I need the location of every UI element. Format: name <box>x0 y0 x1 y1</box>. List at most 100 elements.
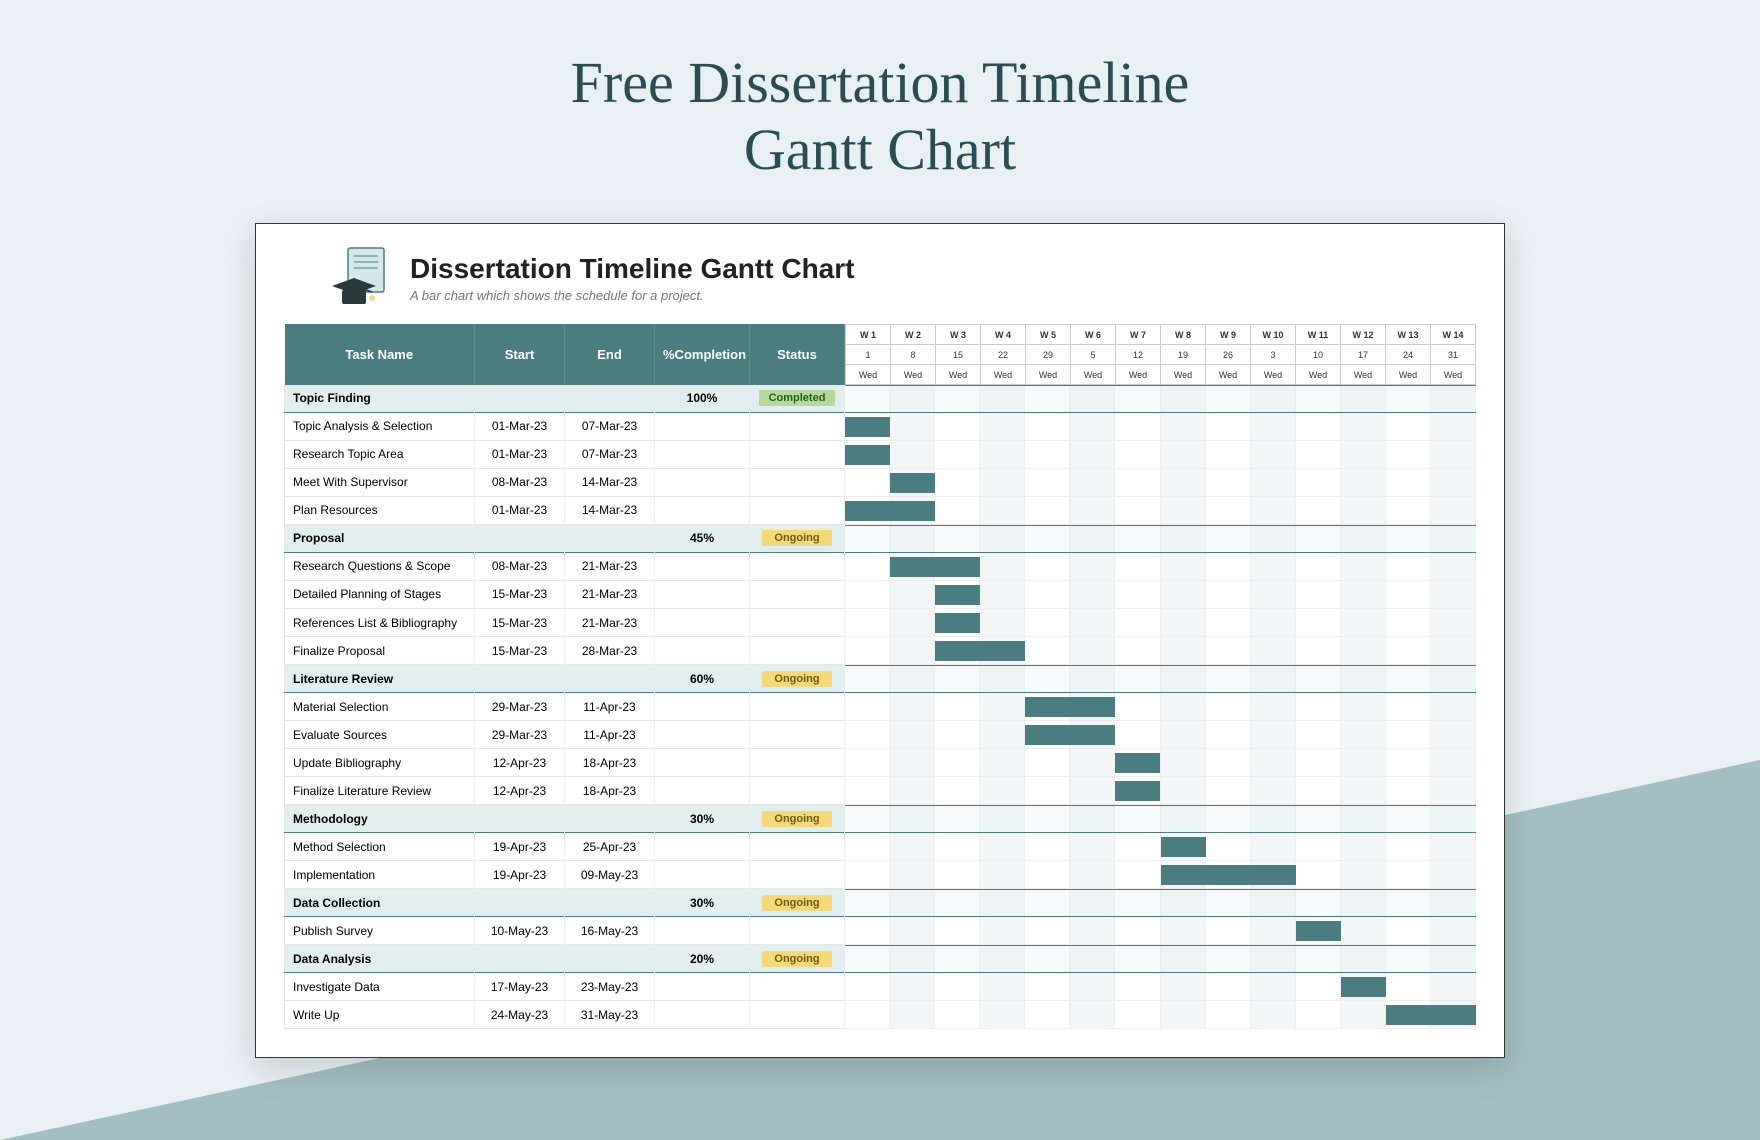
graduation-cap-icon <box>324 244 392 312</box>
task-table: Task NameStartEnd%CompletionStatus Topic… <box>284 324 845 1029</box>
status-badge: Ongoing <box>762 811 832 827</box>
week-header: Wed <box>981 365 1026 385</box>
task-row: Research Questions & Scope08-Mar-2321-Ma… <box>285 552 845 580</box>
gantt-bar <box>1296 921 1341 941</box>
status-badge: Ongoing <box>762 895 832 911</box>
gantt-bar <box>1161 837 1206 857</box>
gantt-bar <box>890 473 935 493</box>
task-row: Material Selection29-Mar-2311-Apr-23 <box>285 693 845 721</box>
gantt-task-row <box>845 973 1476 1001</box>
gantt-bar <box>1025 697 1115 717</box>
week-header: W 11 <box>1296 325 1341 345</box>
column-header: End <box>565 324 655 384</box>
task-row: Evaluate Sources29-Mar-2311-Apr-23 <box>285 721 845 749</box>
section-row: Data Analysis20%Ongoing <box>285 945 845 973</box>
gantt-task-row <box>845 497 1476 525</box>
task-row: Research Topic Area01-Mar-2307-Mar-23 <box>285 440 845 468</box>
gantt-bar <box>845 417 890 437</box>
gantt-task-row <box>845 917 1476 945</box>
gantt-bar <box>1115 753 1160 773</box>
week-header: 29 <box>1026 345 1071 365</box>
week-header: Wed <box>1431 365 1476 385</box>
week-header: W 5 <box>1026 325 1071 345</box>
week-header: Wed <box>1026 365 1071 385</box>
gantt-task-row <box>845 749 1476 777</box>
week-header: Wed <box>891 365 936 385</box>
week-header: 22 <box>981 345 1026 365</box>
gantt-task-row <box>845 413 1476 441</box>
gantt-rows <box>845 385 1476 1029</box>
task-row: Finalize Proposal15-Mar-2328-Mar-23 <box>285 637 845 665</box>
gantt-task-row <box>845 553 1476 581</box>
card-subtitle: A bar chart which shows the schedule for… <box>410 288 854 303</box>
week-header: 31 <box>1431 345 1476 365</box>
gantt-task-row <box>845 469 1476 497</box>
gantt-bar <box>845 501 935 521</box>
gantt-bar <box>845 445 890 465</box>
week-header: W 8 <box>1161 325 1206 345</box>
week-header: W 13 <box>1386 325 1431 345</box>
status-badge: Ongoing <box>762 530 832 546</box>
gantt-body <box>845 385 1476 1029</box>
gantt-section-row <box>845 805 1476 833</box>
gantt-bar <box>1386 1005 1476 1025</box>
gantt-bar <box>1341 977 1386 997</box>
status-badge: Ongoing <box>762 951 832 967</box>
week-header: Wed <box>1116 365 1161 385</box>
week-header: Wed <box>1071 365 1116 385</box>
task-row: Plan Resources01-Mar-2314-Mar-23 <box>285 496 845 524</box>
week-header: W 4 <box>981 325 1026 345</box>
gantt-bar <box>1115 781 1160 801</box>
task-row: Method Selection19-Apr-2325-Apr-23 <box>285 833 845 861</box>
column-header: %Completion <box>655 324 750 384</box>
week-header: 17 <box>1341 345 1386 365</box>
page-title-line2: Gantt Chart <box>744 117 1016 182</box>
week-header: 8 <box>891 345 936 365</box>
week-header: W 1 <box>846 325 891 345</box>
section-row: Literature Review60%Ongoing <box>285 665 845 693</box>
week-header: W 3 <box>936 325 981 345</box>
gantt-task-row <box>845 609 1476 637</box>
week-header: W 9 <box>1206 325 1251 345</box>
card-header: Dissertation Timeline Gantt Chart A bar … <box>284 244 1476 312</box>
gantt-section-row <box>845 385 1476 413</box>
week-header: 12 <box>1116 345 1161 365</box>
gantt-task-row <box>845 721 1476 749</box>
gantt-bar <box>890 557 980 577</box>
week-header: Wed <box>1251 365 1296 385</box>
week-header: W 7 <box>1116 325 1161 345</box>
task-row: Finalize Literature Review12-Apr-2318-Ap… <box>285 777 845 805</box>
week-header: Wed <box>1386 365 1431 385</box>
gantt-task-row <box>845 777 1476 805</box>
week-header: Wed <box>1161 365 1206 385</box>
section-row: Data Collection30%Ongoing <box>285 889 845 917</box>
gantt-task-row <box>845 581 1476 609</box>
task-row: Investigate Data17-May-2323-May-23 <box>285 973 845 1001</box>
gantt-section-row <box>845 945 1476 973</box>
week-header: 10 <box>1296 345 1341 365</box>
gantt-chart: Task NameStartEnd%CompletionStatus Topic… <box>284 324 1476 1029</box>
week-header: W 12 <box>1341 325 1386 345</box>
column-header: Start <box>475 324 565 384</box>
gantt-card: Dissertation Timeline Gantt Chart A bar … <box>255 223 1505 1058</box>
gantt-timeline: W 1W 2W 3W 4W 5W 6W 7W 8W 9W 10W 11W 12W… <box>845 324 1476 1029</box>
week-header: Wed <box>1341 365 1386 385</box>
week-header: Wed <box>936 365 981 385</box>
week-header: 24 <box>1386 345 1431 365</box>
week-header: Wed <box>1296 365 1341 385</box>
gantt-task-row <box>845 1001 1476 1029</box>
task-row: References List & Bibliography15-Mar-232… <box>285 609 845 637</box>
column-header: Status <box>750 324 845 384</box>
task-row: Meet With Supervisor08-Mar-2314-Mar-23 <box>285 468 845 496</box>
gantt-bar <box>1161 865 1296 885</box>
task-row: Publish Survey10-May-2316-May-23 <box>285 917 845 945</box>
gantt-task-row <box>845 861 1476 889</box>
gantt-header: W 1W 2W 3W 4W 5W 6W 7W 8W 9W 10W 11W 12W… <box>845 324 1476 385</box>
week-header: 15 <box>936 345 981 365</box>
task-row: Write Up24-May-2331-May-23 <box>285 1001 845 1029</box>
week-header: 5 <box>1071 345 1116 365</box>
gantt-section-row <box>845 525 1476 553</box>
page-title-line1: Free Dissertation Timeline <box>571 50 1190 115</box>
section-row: Methodology30%Ongoing <box>285 805 845 833</box>
week-header: 19 <box>1161 345 1206 365</box>
